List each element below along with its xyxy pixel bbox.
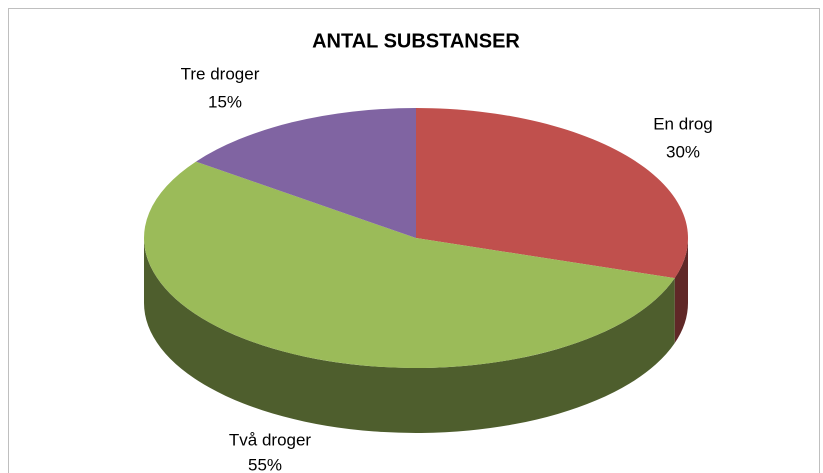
slice-value-label: 30% [666, 142, 700, 161]
slice-label: Två droger [229, 430, 312, 449]
slice [195, 108, 416, 238]
slice-label: Tre droger [181, 64, 260, 83]
slice-value-label: 55% [248, 455, 282, 473]
slice [416, 108, 688, 279]
slice-side [674, 238, 688, 344]
slice-label: En drog [653, 114, 713, 133]
chart-title: ANTAL SUBSTANSER [312, 30, 520, 52]
slice [143, 161, 675, 369]
slice-side [144, 238, 675, 433]
slice-value-label: 15% [208, 92, 242, 111]
